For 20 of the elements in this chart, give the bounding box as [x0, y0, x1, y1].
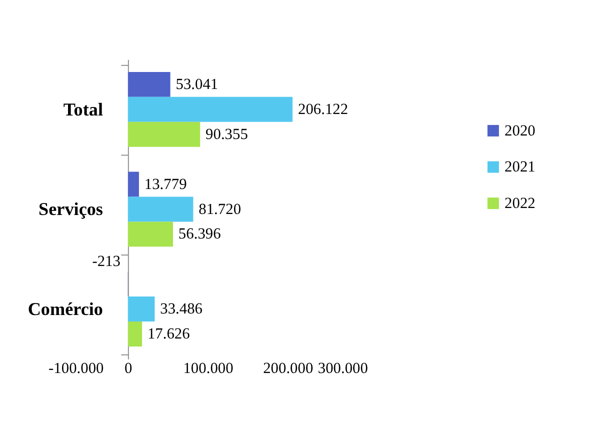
data-label: 33.486 [160, 300, 203, 318]
x-tick-label: -100.000 [48, 360, 104, 378]
x-tick-label: 200.000 [263, 360, 314, 378]
x-tick-label: 0 [124, 360, 133, 378]
legend-label: 2021 [504, 158, 536, 176]
x-tick-label: 100.000 [183, 360, 234, 378]
data-label: -213 [92, 252, 121, 270]
data-label: 206.122 [298, 100, 348, 118]
y-tick-label: Serviços [38, 199, 103, 220]
y-tick-label: Total [63, 99, 103, 120]
legend-label: 2020 [504, 122, 536, 140]
data-label: 13.779 [144, 176, 188, 193]
data-label: 56.396 [178, 226, 222, 243]
data-label: 81.720 [198, 200, 242, 218]
data-label: 90.355 [206, 126, 248, 143]
x-tick-label: 300.000 [318, 360, 368, 378]
data-label: 17.626 [147, 326, 190, 343]
y-tick-label: Comércio [28, 298, 103, 319]
data-label: 53.041 [176, 76, 218, 93]
legend-label: 2022 [504, 194, 536, 212]
